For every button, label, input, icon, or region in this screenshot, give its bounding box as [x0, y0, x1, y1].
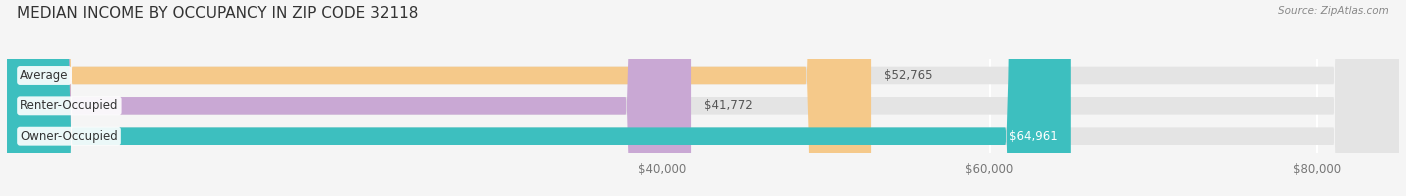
FancyBboxPatch shape — [7, 0, 872, 196]
FancyBboxPatch shape — [7, 0, 1071, 196]
Text: MEDIAN INCOME BY OCCUPANCY IN ZIP CODE 32118: MEDIAN INCOME BY OCCUPANCY IN ZIP CODE 3… — [17, 6, 418, 21]
Text: $64,961: $64,961 — [1010, 130, 1057, 143]
Text: Average: Average — [20, 69, 69, 82]
Text: Source: ZipAtlas.com: Source: ZipAtlas.com — [1278, 6, 1389, 16]
Text: Owner-Occupied: Owner-Occupied — [20, 130, 118, 143]
Text: $52,765: $52,765 — [884, 69, 932, 82]
FancyBboxPatch shape — [7, 0, 692, 196]
FancyBboxPatch shape — [7, 0, 1399, 196]
Text: Renter-Occupied: Renter-Occupied — [20, 99, 118, 112]
FancyBboxPatch shape — [7, 0, 1399, 196]
FancyBboxPatch shape — [7, 0, 1399, 196]
Text: $41,772: $41,772 — [704, 99, 754, 112]
